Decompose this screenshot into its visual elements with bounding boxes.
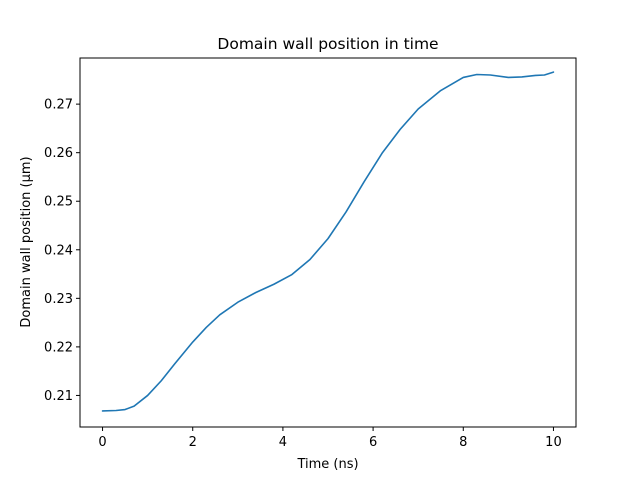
x-tick-label: 4 (279, 435, 287, 450)
x-tick-label: 8 (459, 435, 467, 450)
y-tick-label: 0.27 (44, 98, 73, 113)
y-tick-label: 0.25 (44, 195, 73, 210)
y-tick-label: 0.26 (44, 146, 73, 161)
y-tick-label: 0.21 (44, 389, 73, 404)
plot-frame (79, 57, 577, 428)
x-tick-label: 10 (545, 435, 562, 450)
y-axis-label: Domain wall position (µm) (19, 156, 34, 327)
y-axis: 0.21 0.22 0.23 0.24 0.25 0.26 0.27 (44, 98, 80, 404)
x-tick-label: 0 (98, 435, 106, 450)
x-axis: 0 2 4 6 8 10 (98, 427, 562, 450)
y-tick-label: 0.23 (44, 292, 73, 307)
x-tick-label: 6 (369, 435, 377, 450)
x-tick-label: 2 (189, 435, 197, 450)
chart-title: Domain wall position in time (217, 35, 438, 53)
plot-area (101, 71, 555, 412)
y-tick-label: 0.22 (44, 340, 73, 355)
x-axis-label: Time (ns) (296, 457, 358, 472)
series-line-0 (101, 71, 555, 412)
y-tick-label: 0.24 (44, 243, 73, 258)
